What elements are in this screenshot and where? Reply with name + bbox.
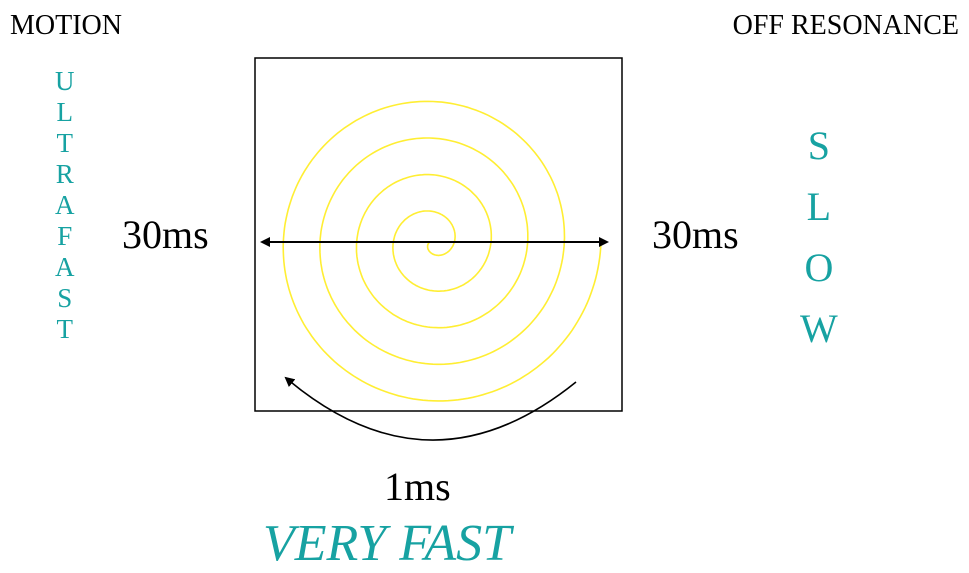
ultrafast-letter: A [55,190,75,220]
ultrafast-letter: L [56,97,74,127]
rotation-arrow [284,376,577,441]
ultrafast-letter: F [57,221,73,251]
right-duration-label: 30ms [652,212,739,257]
slow-letter: W [800,306,838,351]
off-resonance-label: OFF RESONANCE [732,10,959,41]
ultrafast-letter: U [55,66,75,96]
slow-letter: O [804,245,834,290]
ultrafast-letter: R [55,159,74,189]
motion-label: MOTION [10,10,122,41]
slow-letter: S [807,123,830,168]
ultrafast-letter: T [56,314,74,344]
spiral-trajectory [282,100,602,402]
left-duration-label: 30ms [122,212,209,257]
frame-box [254,57,623,412]
ultrafast-letter: T [56,128,74,158]
slow-letter: L [806,184,832,229]
bottom-duration-label: 1ms [384,464,451,509]
very-fast-label: VERY FAST [263,515,512,572]
ultrafast-letter: S [57,283,73,313]
ultrafast-letter: A [55,252,75,282]
